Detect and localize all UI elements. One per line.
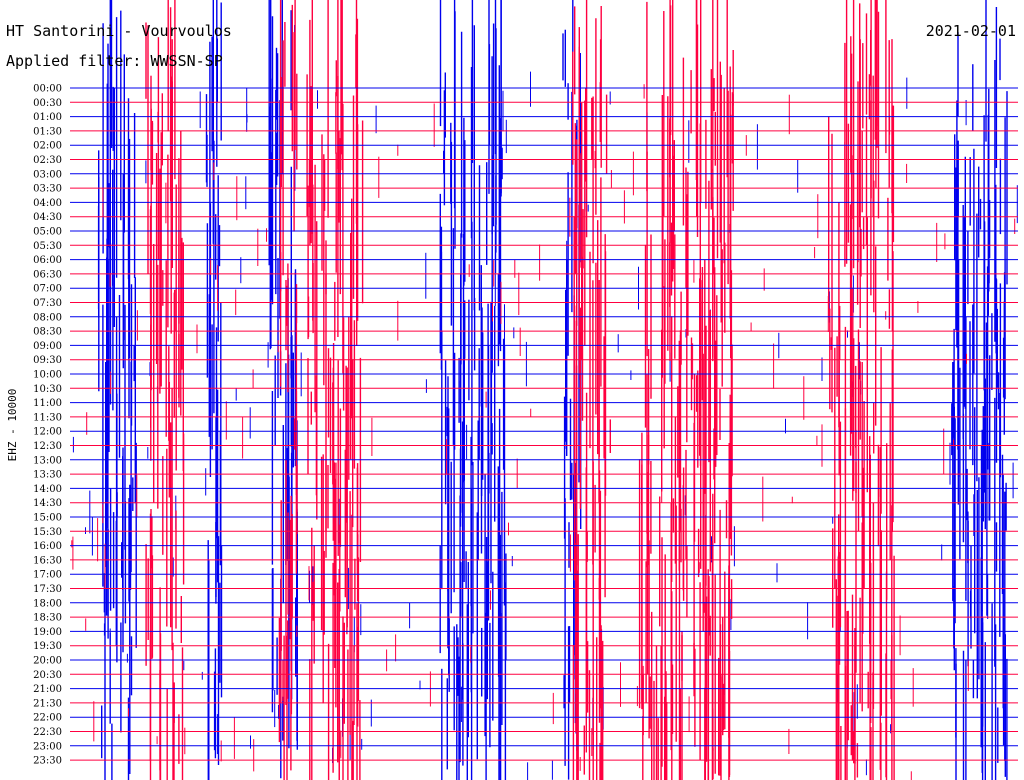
time-tick-label: 21:30 [33, 698, 62, 709]
time-tick-label: 15:00 [33, 513, 62, 524]
time-tick-label: 04:30 [33, 212, 62, 223]
time-tick-label: 07:30 [33, 298, 62, 309]
time-tick-label: 21:00 [33, 684, 62, 695]
time-tick-label: 11:00 [33, 398, 62, 409]
time-tick-label: 08:30 [33, 327, 62, 338]
time-tick-label: 09:30 [33, 355, 62, 366]
time-tick-label: 14:30 [33, 498, 62, 509]
time-tick-label: 05:30 [33, 241, 62, 252]
time-tick-label: 17:30 [33, 584, 62, 595]
time-tick-label: 10:00 [33, 370, 62, 381]
time-tick-label: 22:00 [33, 713, 62, 724]
time-tick-label: 13:00 [33, 455, 62, 466]
time-tick-labels: 00:00 00:30 01:00 01:30 02:00 02:30 03:00 03:30… [33, 84, 62, 767]
time-tick-label: 01:00 [33, 112, 62, 123]
time-tick-label: 10:30 [33, 384, 62, 395]
time-tick-label: 23:00 [33, 741, 62, 752]
time-tick-label: 20:00 [33, 656, 62, 667]
time-tick-label: 20:30 [33, 670, 62, 681]
time-tick-label: 22:30 [33, 727, 62, 738]
time-tick-label: 19:30 [33, 641, 62, 652]
time-tick-label: 04:00 [33, 198, 62, 209]
y-axis-label: EHZ - 10000 [6, 389, 19, 462]
time-tick-label: 12:30 [33, 441, 62, 452]
time-tick-label: 11:30 [33, 412, 62, 423]
time-tick-label: 01:30 [33, 126, 62, 137]
seismic-traces [71, 0, 1018, 780]
time-tick-label: 06:00 [33, 255, 62, 266]
time-tick-label: 23:30 [33, 756, 62, 767]
time-tick-label: 02:00 [33, 141, 62, 152]
time-tick-label: 09:00 [33, 341, 62, 352]
time-tick-label: 00:00 [33, 84, 62, 95]
time-tick-label: 08:00 [33, 312, 62, 323]
time-tick-label: 02:30 [33, 155, 62, 166]
time-tick-label: 12:00 [33, 427, 62, 438]
time-tick-label: 03:00 [33, 169, 62, 180]
row-baselines [70, 87, 1018, 761]
time-tick-label: 03:30 [33, 184, 62, 195]
time-tick-label: 19:00 [33, 627, 62, 638]
time-tick-label: 15:30 [33, 527, 62, 538]
time-tick-label: 18:00 [33, 598, 62, 609]
filter-label: Applied filter: WWSSN-SP [6, 52, 223, 70]
time-tick-label: 06:30 [33, 269, 62, 280]
time-tick-label: 00:30 [33, 98, 62, 109]
station-title: HT Santorini - Vourvoulos [6, 22, 232, 40]
date-label: 2021-02-01 [926, 22, 1016, 40]
time-tick-label: 14:00 [33, 484, 62, 495]
time-tick-label: 13:30 [33, 470, 62, 481]
time-tick-label: 16:00 [33, 541, 62, 552]
time-tick-label: 16:30 [33, 555, 62, 566]
time-tick-label: 05:00 [33, 227, 62, 238]
time-tick-label: 18:30 [33, 613, 62, 624]
time-tick-label: 17:00 [33, 570, 62, 581]
time-tick-label: 07:00 [33, 284, 62, 295]
